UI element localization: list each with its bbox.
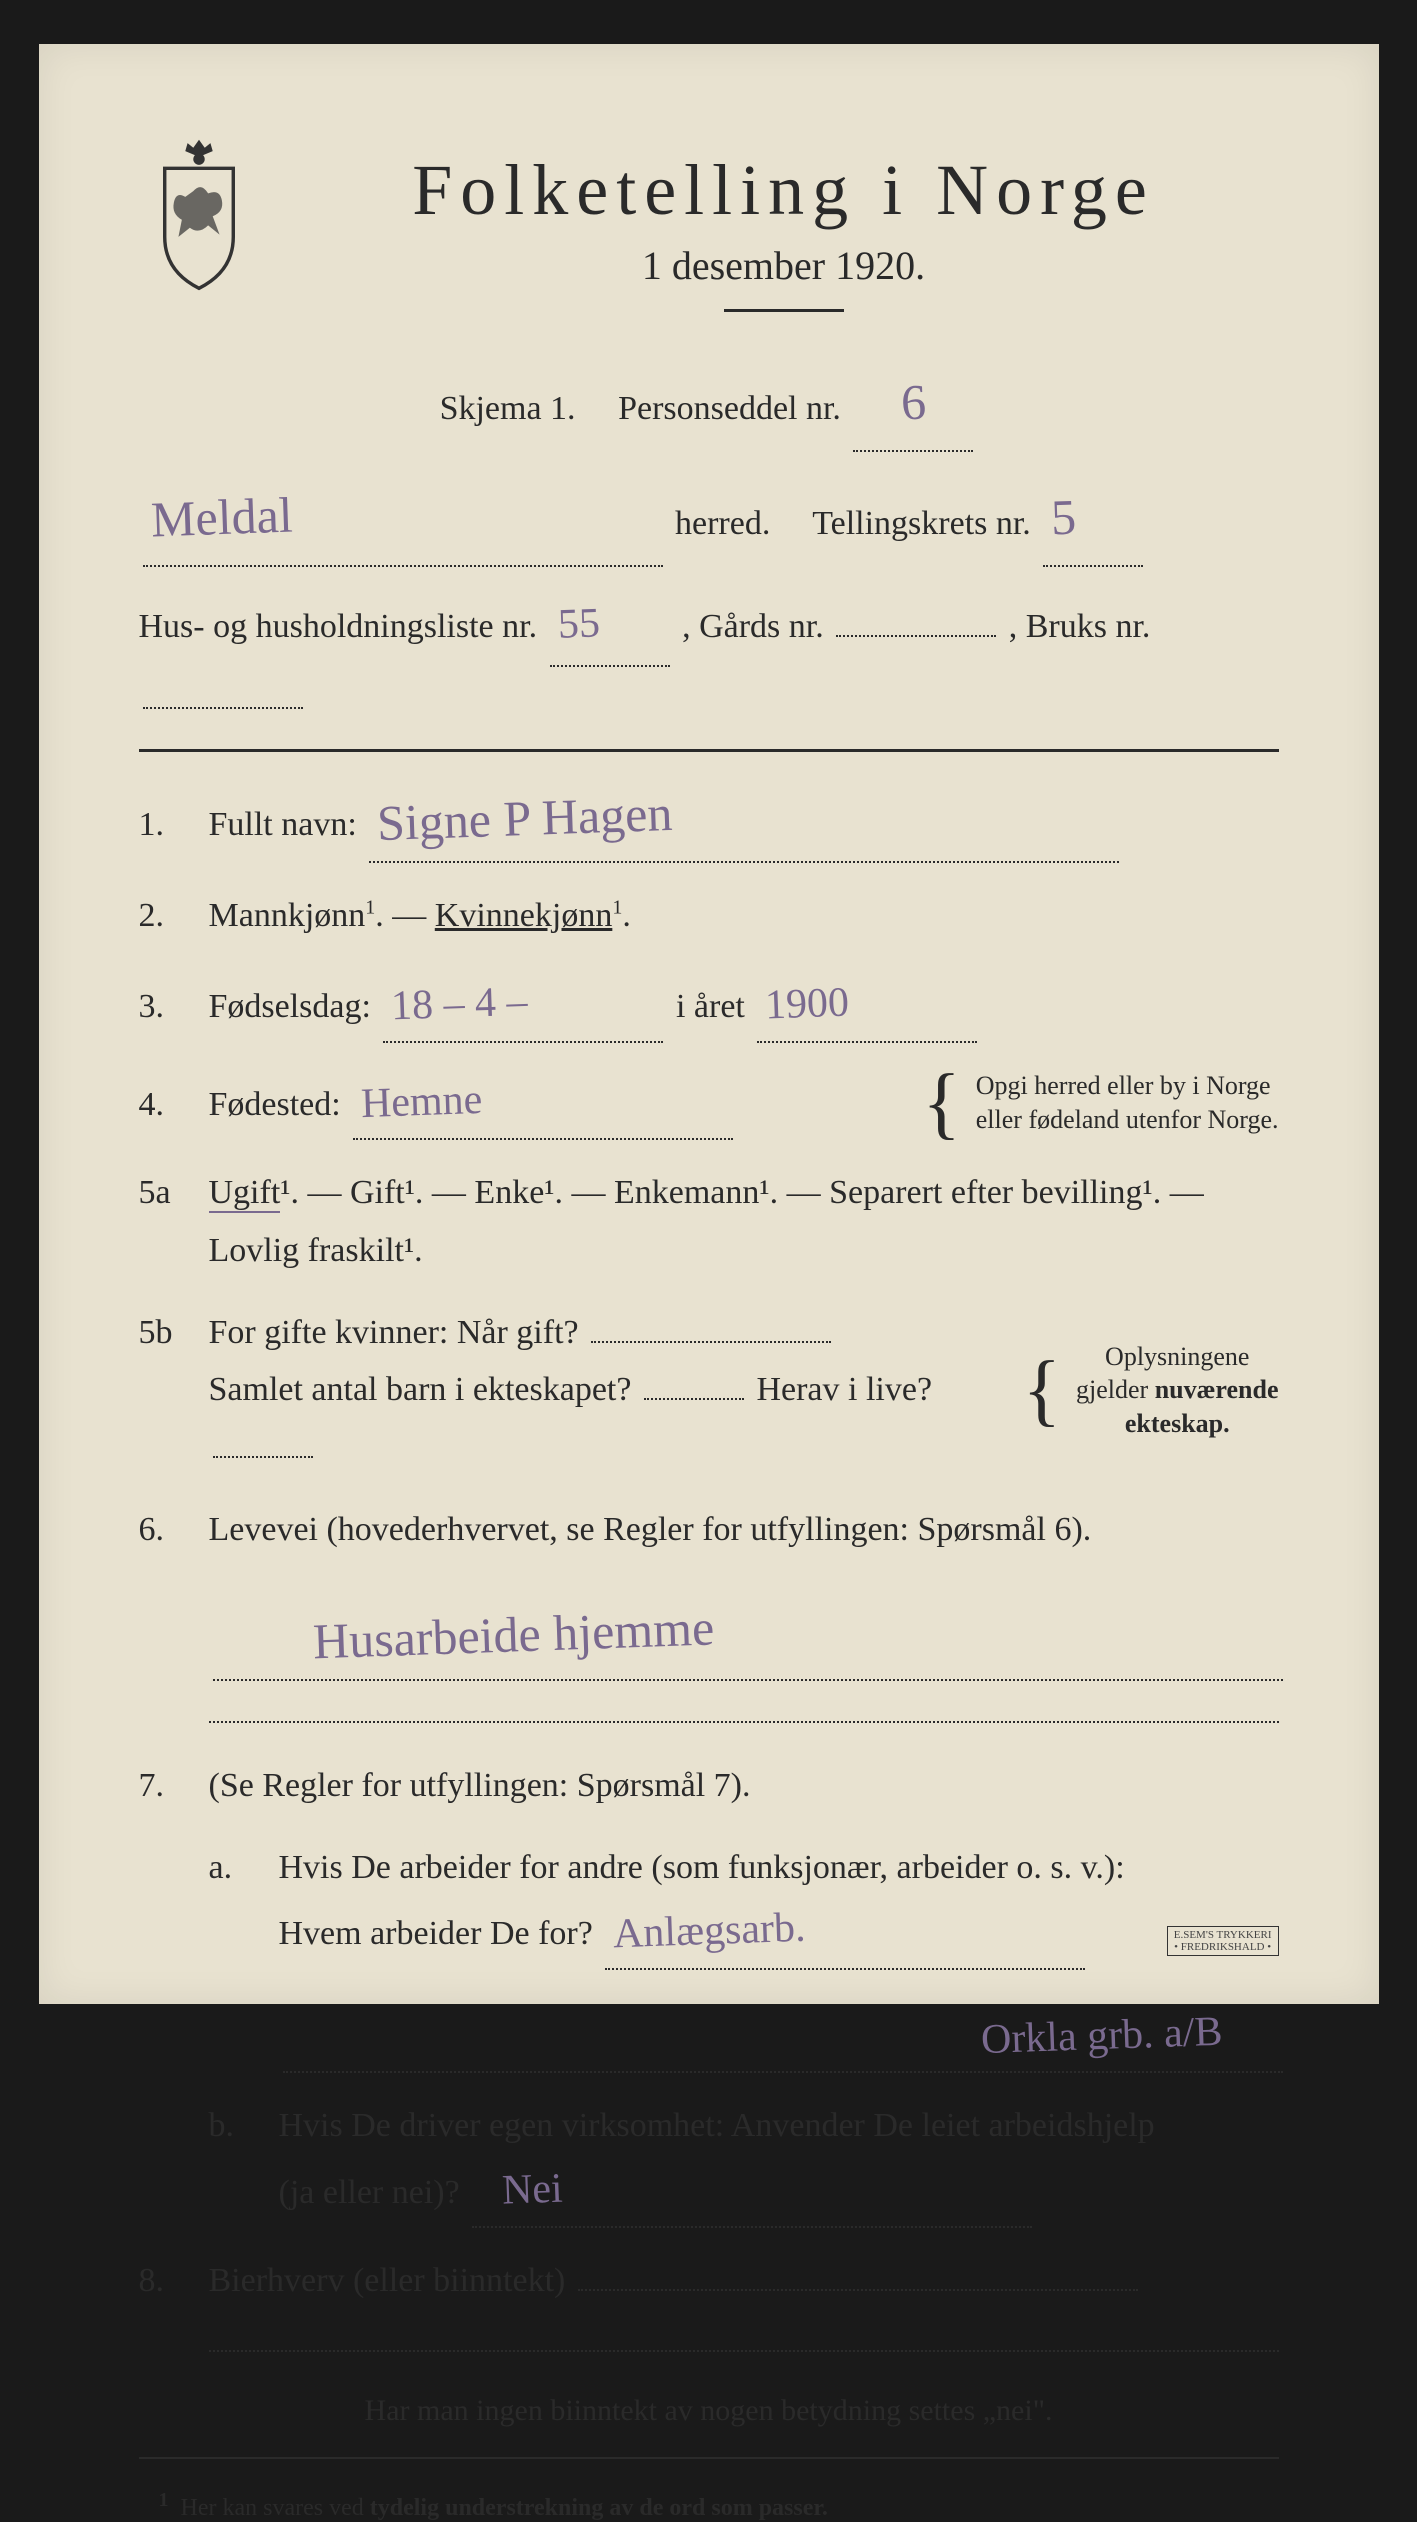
q7a-value1: Anlægsarb. <box>604 1893 815 1972</box>
q7b-label2: (ja eller nei)? <box>279 2174 460 2211</box>
q5b-num: 5b <box>139 1304 209 1362</box>
personseddel-nr: 6 <box>891 354 935 450</box>
q7b-label1: Hvis De driver egen virksomhet: Anvender… <box>279 2107 1155 2144</box>
q3-num: 3. <box>139 978 209 1036</box>
skjema-label: Skjema 1. <box>440 390 576 427</box>
q8-row: 8. Bierhverv (eller biinntekt) <box>139 2252 1279 2310</box>
q7b-value: Nei <box>471 2153 572 2228</box>
q7a-value2: Orkla grb. a/B <box>972 1994 1284 2076</box>
hus-label: Hus- og husholdningsliste nr. <box>139 608 538 645</box>
q4-note: { Opgi herred eller by i Norge eller fød… <box>922 1069 1278 1137</box>
q6-num: 6. <box>139 1501 209 1559</box>
q5a-num: 5a <box>139 1164 209 1222</box>
q7-num: 7. <box>139 1757 209 1815</box>
q1-row: 1. Fullt navn: Signe P Hagen <box>139 776 1279 863</box>
q3-label: Fødselsdag: <box>209 988 371 1025</box>
tellingskrets-nr: 5 <box>1042 469 1086 565</box>
q3-year: 1900 <box>756 967 858 1042</box>
q8-num: 8. <box>139 2252 209 2310</box>
q2-row: 2. Mannkjønn1. — Kvinnekjønn1. <box>139 887 1279 945</box>
bruks-label: , Bruks nr. <box>1009 608 1151 645</box>
q7-row: 7. (Se Regler for utfyllingen: Spørsmål … <box>139 1757 1279 1815</box>
title-block: Folketelling i Norge 1 desember 1920. <box>289 134 1279 337</box>
herred-value: Meldal <box>141 467 302 567</box>
q3-row: 3. Fødselsdag: 18 – 4 – i året 1900 <box>139 969 1279 1042</box>
q7b-num: b. <box>209 2097 279 2155</box>
q3-day: 18 – 4 – <box>382 967 537 1044</box>
q8-label: Bierhverv (eller biinntekt) <box>209 2262 566 2299</box>
coat-of-arms-icon <box>139 134 259 294</box>
q1-value: Signe P Hagen <box>368 771 682 867</box>
printer-mark: E.SEM'S TRYKKERI • FREDRIKSHALD • <box>1167 1926 1279 1956</box>
q7a-row: a. Hvis De arbeider for andre (som funks… <box>139 1839 1279 2074</box>
q2-num: 2. <box>139 887 209 945</box>
q5b-row: 5b For gifte kvinner: Når gift? Samlet a… <box>139 1304 1279 1477</box>
census-form-page: Folketelling i Norge 1 desember 1920. Sk… <box>39 44 1379 2004</box>
tellingskrets-label: Tellingskrets nr. <box>812 505 1031 542</box>
q2-mann: Mannkjønn <box>209 897 366 934</box>
gards-label: , Gårds nr. <box>682 608 824 645</box>
personseddel-label: Personseddel nr. <box>618 390 841 427</box>
q5b-label2: Samlet antal barn i ekteskapet? <box>209 1371 632 1408</box>
q4-label: Fødested: <box>209 1086 341 1123</box>
footnote: 1 Her kan svares ved tydelig understrekn… <box>139 2489 1279 2522</box>
subtitle: 1 desember 1920. <box>289 242 1279 289</box>
q7b-row: b. Hvis De driver egen virksomhet: Anven… <box>139 2097 1279 2228</box>
footer-line1: Har man ingen biinntekt av nogen betydni… <box>139 2382 1279 2439</box>
q4-num: 4. <box>139 1076 209 1134</box>
q3-mid: i året <box>676 988 745 1025</box>
q4-value: Hemne <box>352 1064 492 1140</box>
q6-row: 6. Levevei (hovederhvervet, se Regler fo… <box>139 1501 1279 1733</box>
main-title: Folketelling i Norge <box>289 149 1279 232</box>
q4-row: 4. Fødested: Hemne { Opgi herred eller b… <box>139 1067 1279 1140</box>
herred-line: Meldal herred. Tellingskrets nr. 5 <box>139 470 1279 567</box>
gards-nr <box>836 635 996 637</box>
q1-label: Fullt navn: <box>209 806 357 843</box>
bruks-nr <box>143 707 303 709</box>
q5b-label3: Herav i live? <box>756 1371 932 1408</box>
q7a-label1: Hvis De arbeider for andre (som funksjon… <box>279 1849 1125 1886</box>
footer-rule <box>139 2457 1279 2459</box>
q5a-line2: Lovlig fraskilt¹. <box>209 1232 423 1269</box>
skjema-line: Skjema 1. Personseddel nr. 6 <box>139 355 1279 452</box>
title-divider <box>724 309 844 312</box>
q8-value <box>578 2289 1138 2291</box>
q7-label: (Se Regler for utfyllingen: Spørsmål 7). <box>209 1767 751 1804</box>
separator-rule <box>139 749 1279 752</box>
q5b-label1: For gifte kvinner: Når gift? <box>209 1314 579 1351</box>
q1-num: 1. <box>139 796 209 854</box>
herred-label: herred. <box>675 505 770 542</box>
header-row: Folketelling i Norge 1 desember 1920. <box>139 134 1279 337</box>
q5a-row: 5a Ugift¹. — Gift¹. — Enke¹. — Enkemann¹… <box>139 1164 1279 1280</box>
hus-line: Hus- og husholdningsliste nr. 55 , Gårds… <box>139 585 1279 731</box>
q7a-label2: Hvem arbeider De for? <box>279 1915 593 1952</box>
hus-nr: 55 <box>548 584 609 666</box>
q2-kvinne: Kvinnekjønn <box>435 897 613 934</box>
q6-label: Levevei (hovederhvervet, se Regler for u… <box>209 1511 1092 1548</box>
q7a-num: a. <box>209 1839 279 1897</box>
q5b-note: { Oplysningene gjelder nuværende ekteska… <box>1023 1304 1279 1477</box>
q6-value: Husarbeide hjemme <box>211 1585 723 1688</box>
